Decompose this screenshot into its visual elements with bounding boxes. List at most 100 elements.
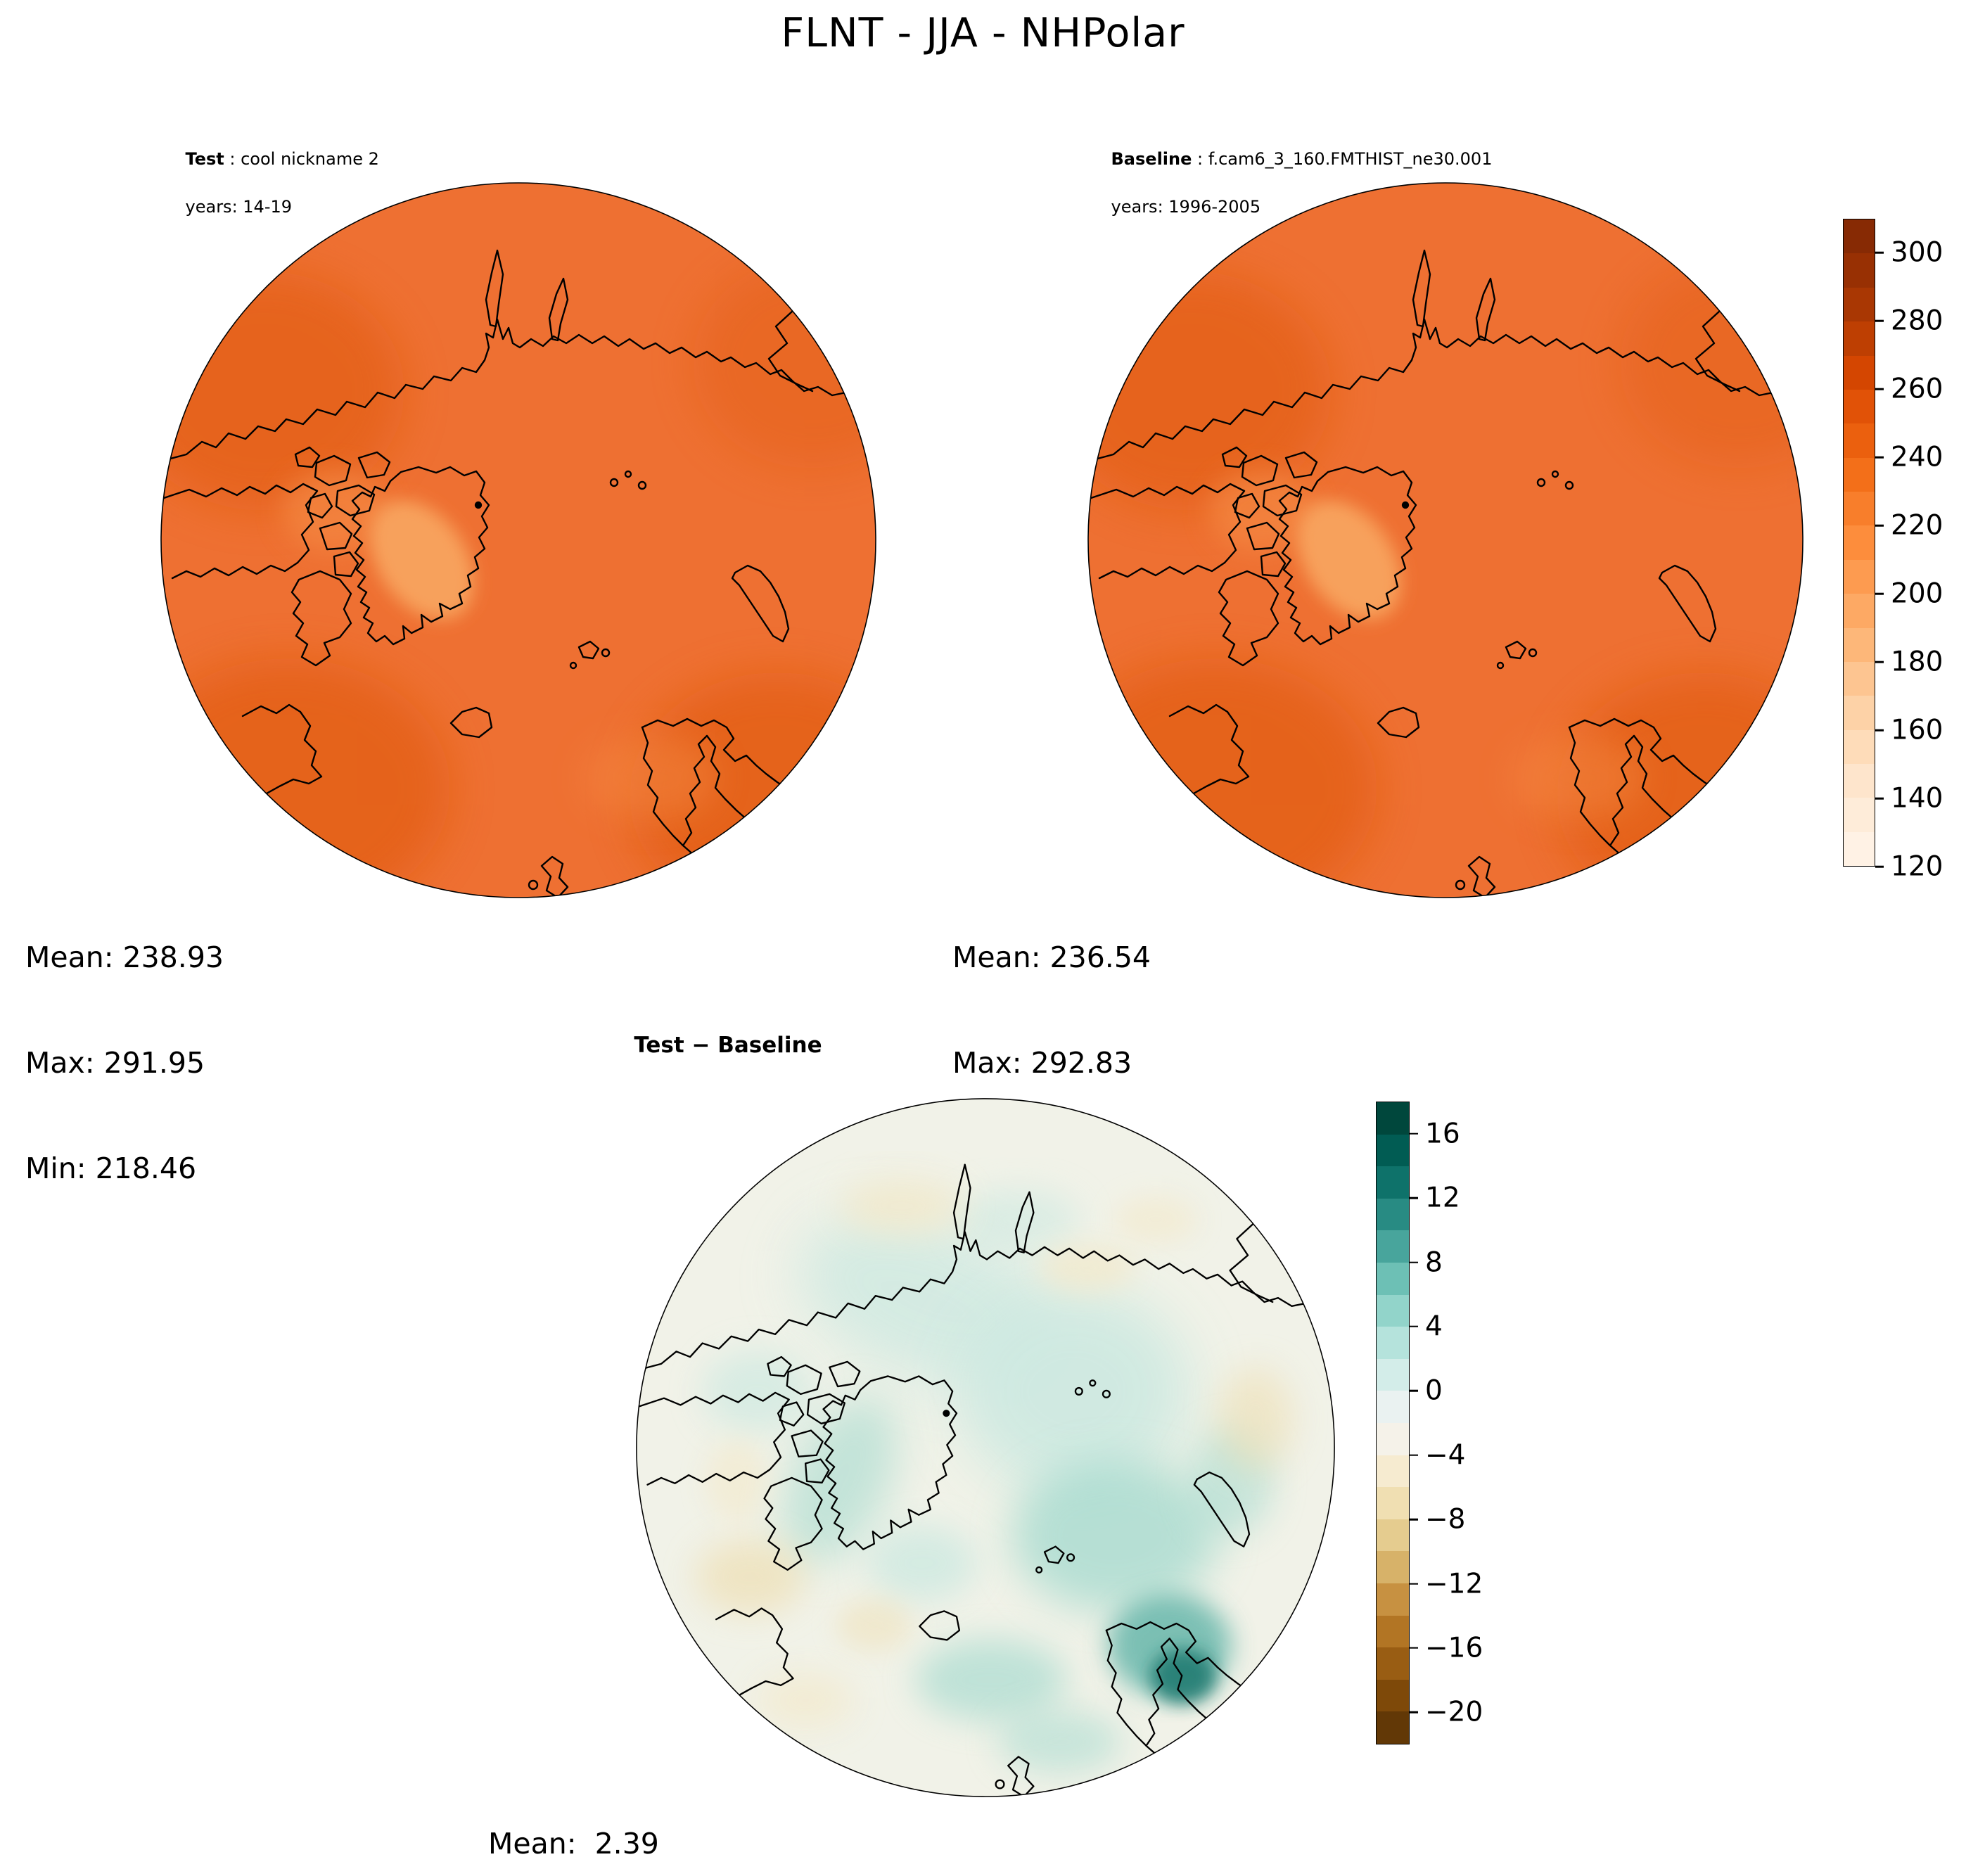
baseline-name: Baseline	[1111, 149, 1192, 170]
baseline-stat-max: Max: 292.83	[952, 1046, 1132, 1080]
diff-tan-blob	[1114, 1195, 1197, 1244]
diff-stat-mean: Mean: 2.39	[488, 1827, 659, 1861]
baseline-map	[1087, 182, 1804, 898]
colorbar-segment	[1377, 1294, 1409, 1327]
colorbar-segment	[1844, 355, 1875, 390]
colorbar-tick-mark	[1410, 1518, 1418, 1521]
colorbar-tick-mark	[1875, 865, 1884, 868]
baseline-description: : f.cam6_3_160.FMTHIST_ne30.001	[1192, 149, 1493, 170]
test-panel-label: Test : cool nickname 2 years: 14-19	[164, 123, 379, 243]
colorbar-segment	[1844, 831, 1875, 867]
colorbar-segment	[1844, 764, 1875, 798]
diff-tan-blob	[695, 1538, 806, 1615]
colorbar-tick-mark	[1875, 797, 1884, 800]
colorbar-segment	[1844, 696, 1875, 730]
diff-teal-blob	[956, 1288, 1191, 1495]
diff-teal-blob	[915, 1638, 1067, 1721]
diff-map-content	[636, 1098, 1335, 1797]
baseline-stat-mean: Mean: 236.54	[952, 940, 1151, 975]
colorbar-segment	[1844, 627, 1875, 662]
colorbar-segment	[1377, 1327, 1409, 1359]
diff-tan-blob	[1039, 1243, 1135, 1292]
colorbar-tick-label: 300	[1891, 236, 1943, 269]
colorbar-tick-label: 200	[1891, 578, 1943, 610]
colorbar-tick-label: −4	[1425, 1439, 1466, 1472]
colorbar-main-bar	[1843, 219, 1875, 867]
colorbar-tick-label: 280	[1891, 305, 1943, 337]
colorbar-tick-mark	[1410, 1711, 1418, 1714]
colorbar-tick-mark	[1875, 388, 1884, 390]
diff-tan-blob	[1218, 1367, 1294, 1471]
colorbar-segment	[1377, 1134, 1409, 1167]
colorbar-tick-mark	[1410, 1132, 1418, 1135]
diff-tan-blob	[836, 1598, 912, 1652]
colorbar-tick-mark	[1875, 457, 1884, 459]
colorbar-segment	[1377, 1391, 1409, 1423]
colorbar-tick-label: 240	[1891, 441, 1943, 473]
colorbar-tick-label: 160	[1891, 714, 1943, 746]
baseline-map-content	[1088, 183, 1803, 898]
colorbar-segment	[1844, 525, 1875, 560]
colorbar-segment	[1377, 1262, 1409, 1295]
baseline-panel-label: Baseline : f.cam6_3_160.FMTHIST_ne30.001…	[1090, 123, 1493, 243]
colorbar-segment	[1844, 287, 1875, 322]
colorbar-segment	[1377, 1711, 1409, 1744]
test-map-content	[161, 183, 876, 898]
test-map-outline	[160, 182, 876, 898]
colorbar-segment	[1844, 321, 1875, 356]
colorbar-segment	[1377, 1455, 1409, 1488]
test-stat-min: Min: 218.46	[25, 1151, 197, 1186]
diff-tan-blob	[839, 1178, 964, 1234]
colorbar-tick-mark	[1410, 1261, 1418, 1263]
colorbar-tick-label: 180	[1891, 646, 1943, 678]
diff-teal-blob	[997, 1711, 1122, 1773]
colorbar-segment	[1844, 594, 1875, 628]
colorbar-tick-label: 0	[1425, 1374, 1443, 1407]
colorbar-tick-mark	[1875, 729, 1884, 732]
colorbar-segment	[1377, 1487, 1409, 1519]
diff-teal-blob	[1011, 1460, 1218, 1612]
figure-title: FLNT - JJA - NHPolar	[781, 10, 1185, 56]
colorbar-tick-label: −8	[1425, 1503, 1466, 1536]
colorbar-segment	[1844, 559, 1875, 594]
diff-teal-blob	[782, 1397, 898, 1564]
colorbar-segment	[1844, 423, 1875, 458]
colorbar-tick-mark	[1875, 661, 1884, 663]
diff-teal-blob	[867, 1525, 978, 1601]
test-stat-mean: Mean: 238.93	[25, 940, 224, 975]
baseline-years: years: 1996-2005	[1111, 197, 1261, 217]
colorbar-tick-label: 8	[1425, 1246, 1443, 1278]
colorbar-segment	[1377, 1102, 1409, 1135]
colorbar-tick-mark	[1410, 1583, 1418, 1585]
test-name: Test	[185, 149, 224, 170]
colorbar-segment	[1377, 1198, 1409, 1231]
colorbar-tick-label: 220	[1891, 509, 1943, 542]
colorbar-tick-mark	[1875, 524, 1884, 527]
colorbar-segment	[1844, 219, 1875, 254]
colorbar-segment	[1844, 492, 1875, 526]
colorbar-tick-label: −16	[1425, 1632, 1483, 1664]
diff-tan-blob	[706, 1439, 768, 1522]
colorbar-segment	[1377, 1519, 1409, 1552]
colorbar-segment	[1377, 1679, 1409, 1712]
colorbar-segment	[1844, 457, 1875, 492]
colorbar-tick-label: 12	[1425, 1182, 1460, 1214]
test-years: years: 14-19	[185, 197, 293, 217]
diff-map-outline	[636, 1098, 1335, 1797]
colorbar-tick-mark	[1875, 592, 1884, 595]
colorbar-segment	[1377, 1230, 1409, 1263]
colorbar-diff: 16 12 8 4 0 −4 −8 −12 −16 −20	[1376, 1102, 1483, 1744]
test-map	[160, 182, 876, 898]
colorbar-tick-mark	[1410, 1390, 1418, 1392]
colorbar-tick-label: 120	[1891, 850, 1943, 883]
test-description: : cool nickname 2	[224, 149, 379, 170]
diff-title: Test − Baseline	[634, 1033, 822, 1058]
colorbar-segment	[1844, 253, 1875, 288]
colorbar-segment	[1377, 1166, 1409, 1199]
colorbar-tick-label: 4	[1425, 1310, 1443, 1343]
colorbar-segment	[1844, 729, 1875, 764]
test-stat-max: Max: 291.95	[25, 1046, 205, 1080]
colorbar-tick-label: 16	[1425, 1118, 1460, 1150]
diff-tan-blob	[757, 1673, 854, 1728]
